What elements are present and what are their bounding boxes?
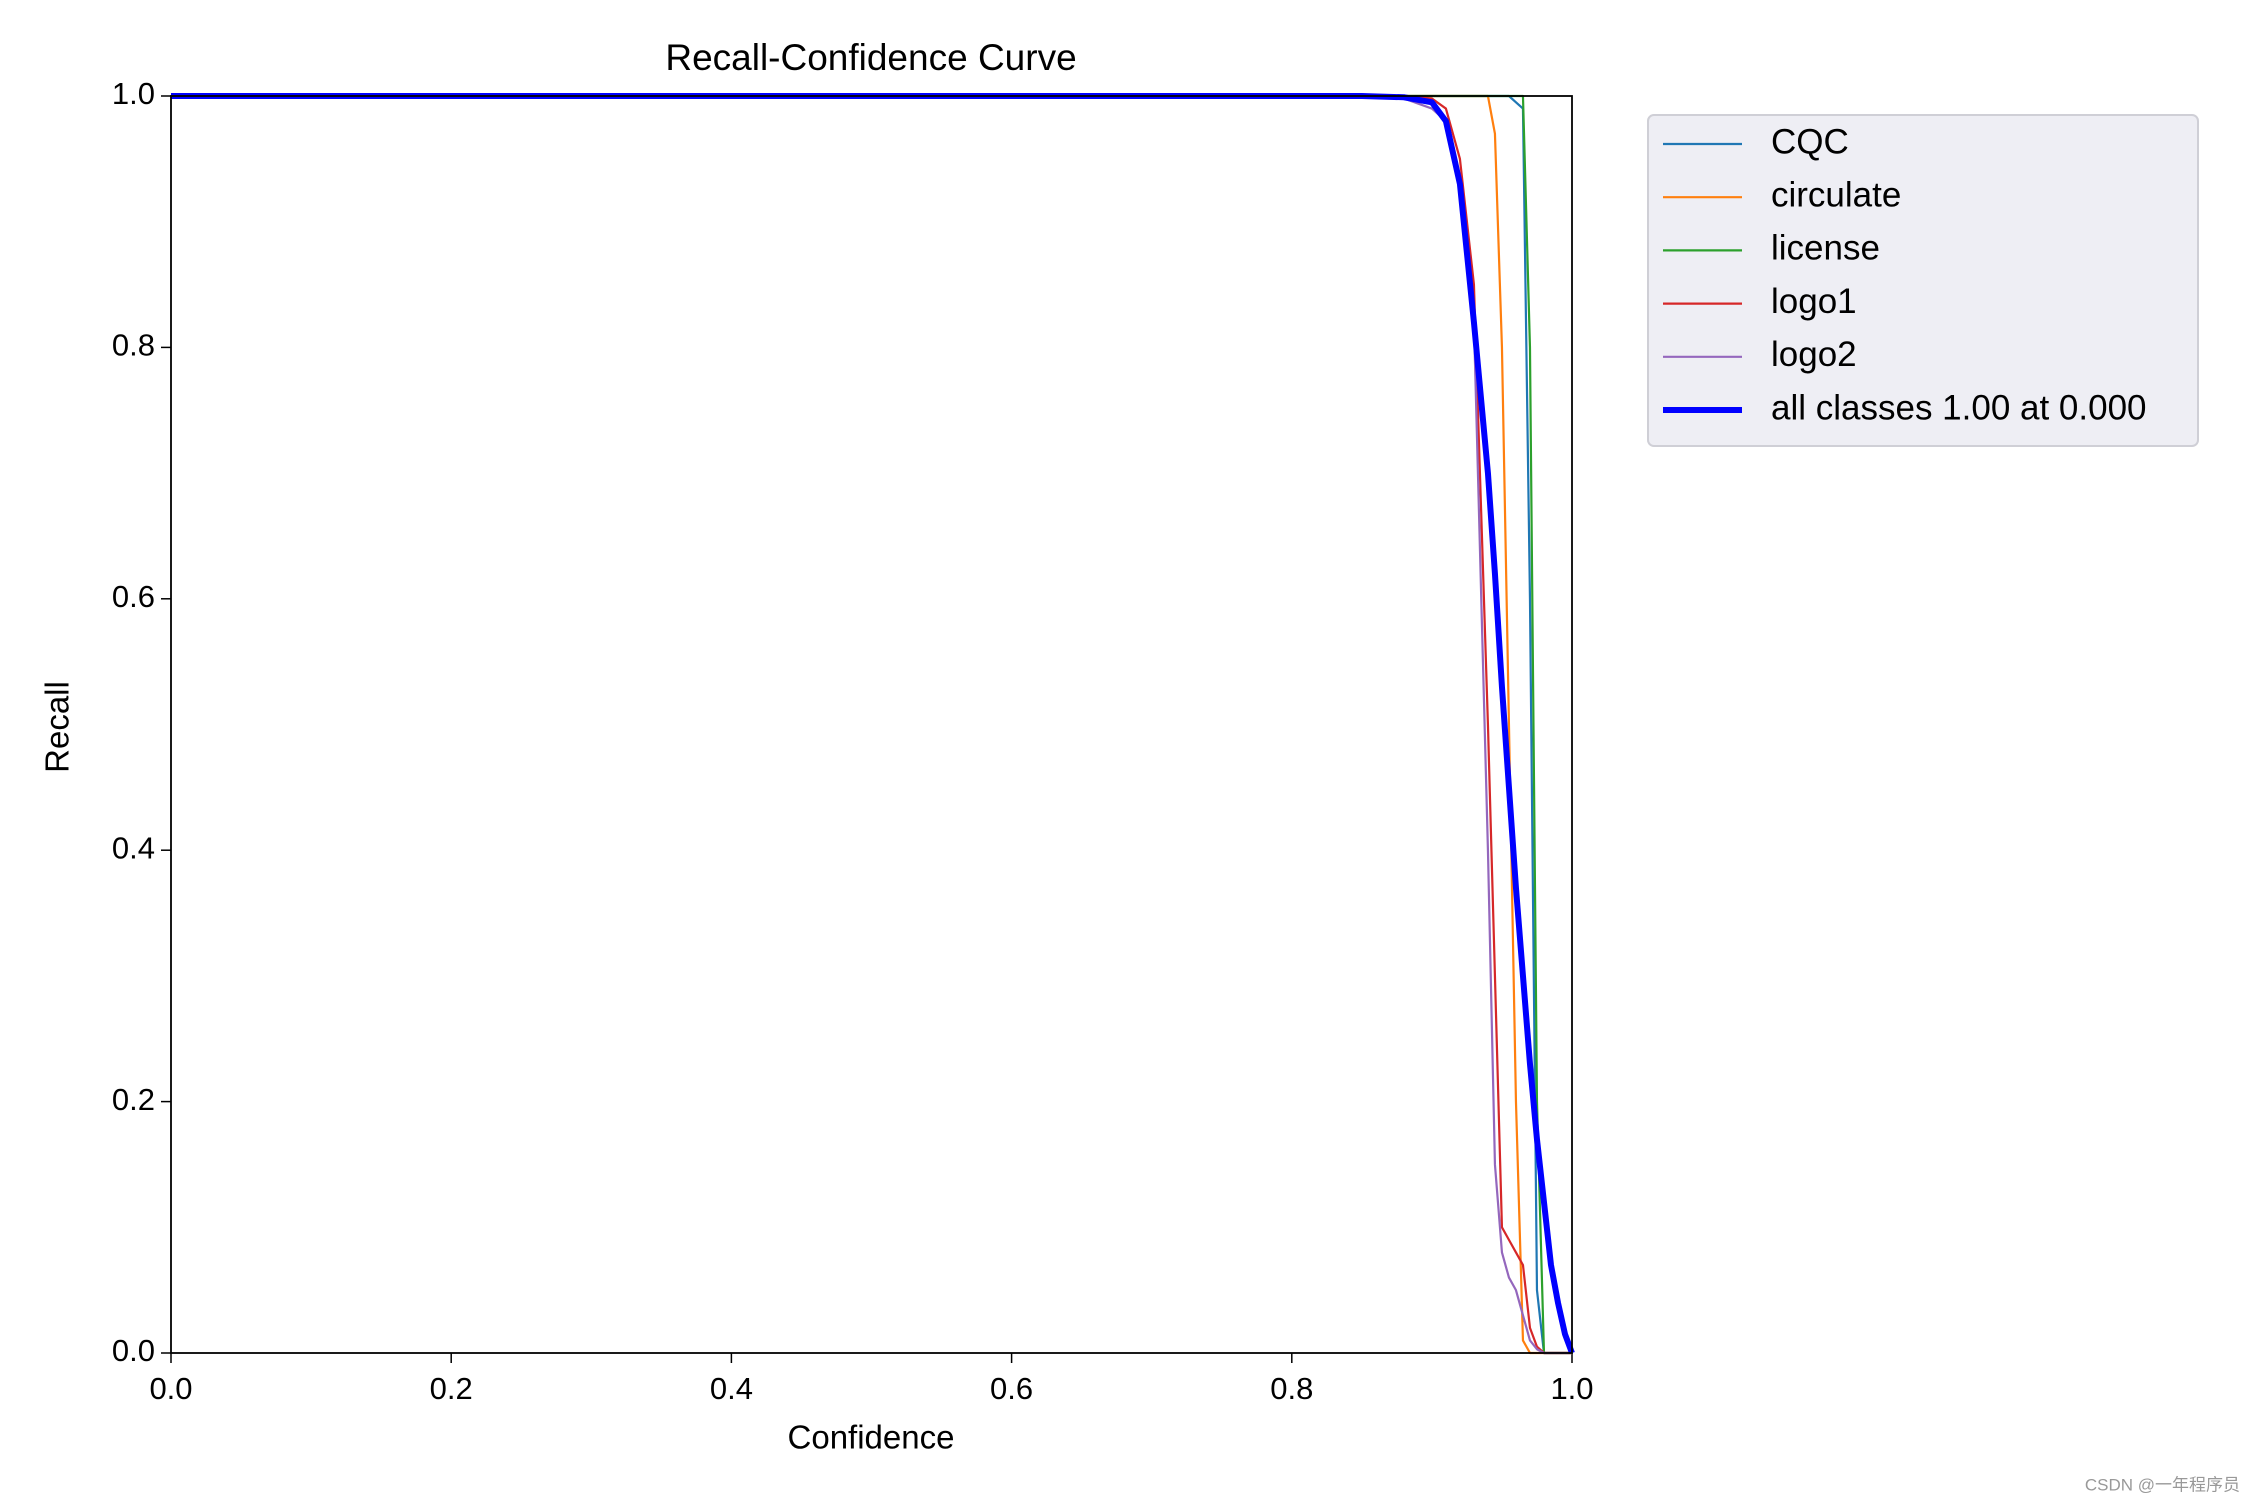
x-tick-label: 0.4 bbox=[710, 1371, 753, 1406]
series-line bbox=[171, 94, 1572, 1355]
series-line bbox=[171, 93, 1575, 1355]
plot-frame bbox=[170, 95, 1573, 1354]
y-axis-label: Recall bbox=[39, 681, 76, 773]
legend-label: all classes 1.00 at 0.000 bbox=[1771, 388, 2147, 427]
legend-label: license bbox=[1771, 229, 1880, 268]
x-tick-label: 0.8 bbox=[1270, 1371, 1313, 1406]
y-tick-label: 0.0 bbox=[112, 1333, 155, 1368]
series-line bbox=[171, 94, 1572, 1355]
y-tick-label: 0.8 bbox=[112, 328, 155, 363]
legend-label: circulate bbox=[1771, 175, 1901, 214]
series-line bbox=[171, 94, 1572, 1355]
x-tick-label: 0.6 bbox=[990, 1371, 1033, 1406]
x-tick-label: 0.0 bbox=[149, 1371, 192, 1406]
y-tick-label: 0.6 bbox=[112, 579, 155, 614]
y-tick-label: 1.0 bbox=[112, 76, 155, 111]
legend-box bbox=[1647, 114, 2199, 447]
series-line bbox=[171, 94, 1572, 1355]
y-tick-label: 0.4 bbox=[112, 830, 155, 865]
chart-title: Recall-Confidence Curve bbox=[665, 37, 1076, 78]
legend-label: logo2 bbox=[1771, 335, 1857, 374]
x-axis-label: Confidence bbox=[788, 1419, 955, 1456]
y-tick-label: 0.2 bbox=[112, 1082, 155, 1117]
legend-label: logo1 bbox=[1771, 282, 1857, 321]
legend-label: CQC bbox=[1771, 122, 1849, 161]
x-tick-label: 0.2 bbox=[430, 1371, 473, 1406]
watermark: CSDN @一年程序员 bbox=[2085, 1475, 2240, 1494]
series-line bbox=[171, 94, 1572, 1355]
x-tick-label: 1.0 bbox=[1550, 1371, 1593, 1406]
